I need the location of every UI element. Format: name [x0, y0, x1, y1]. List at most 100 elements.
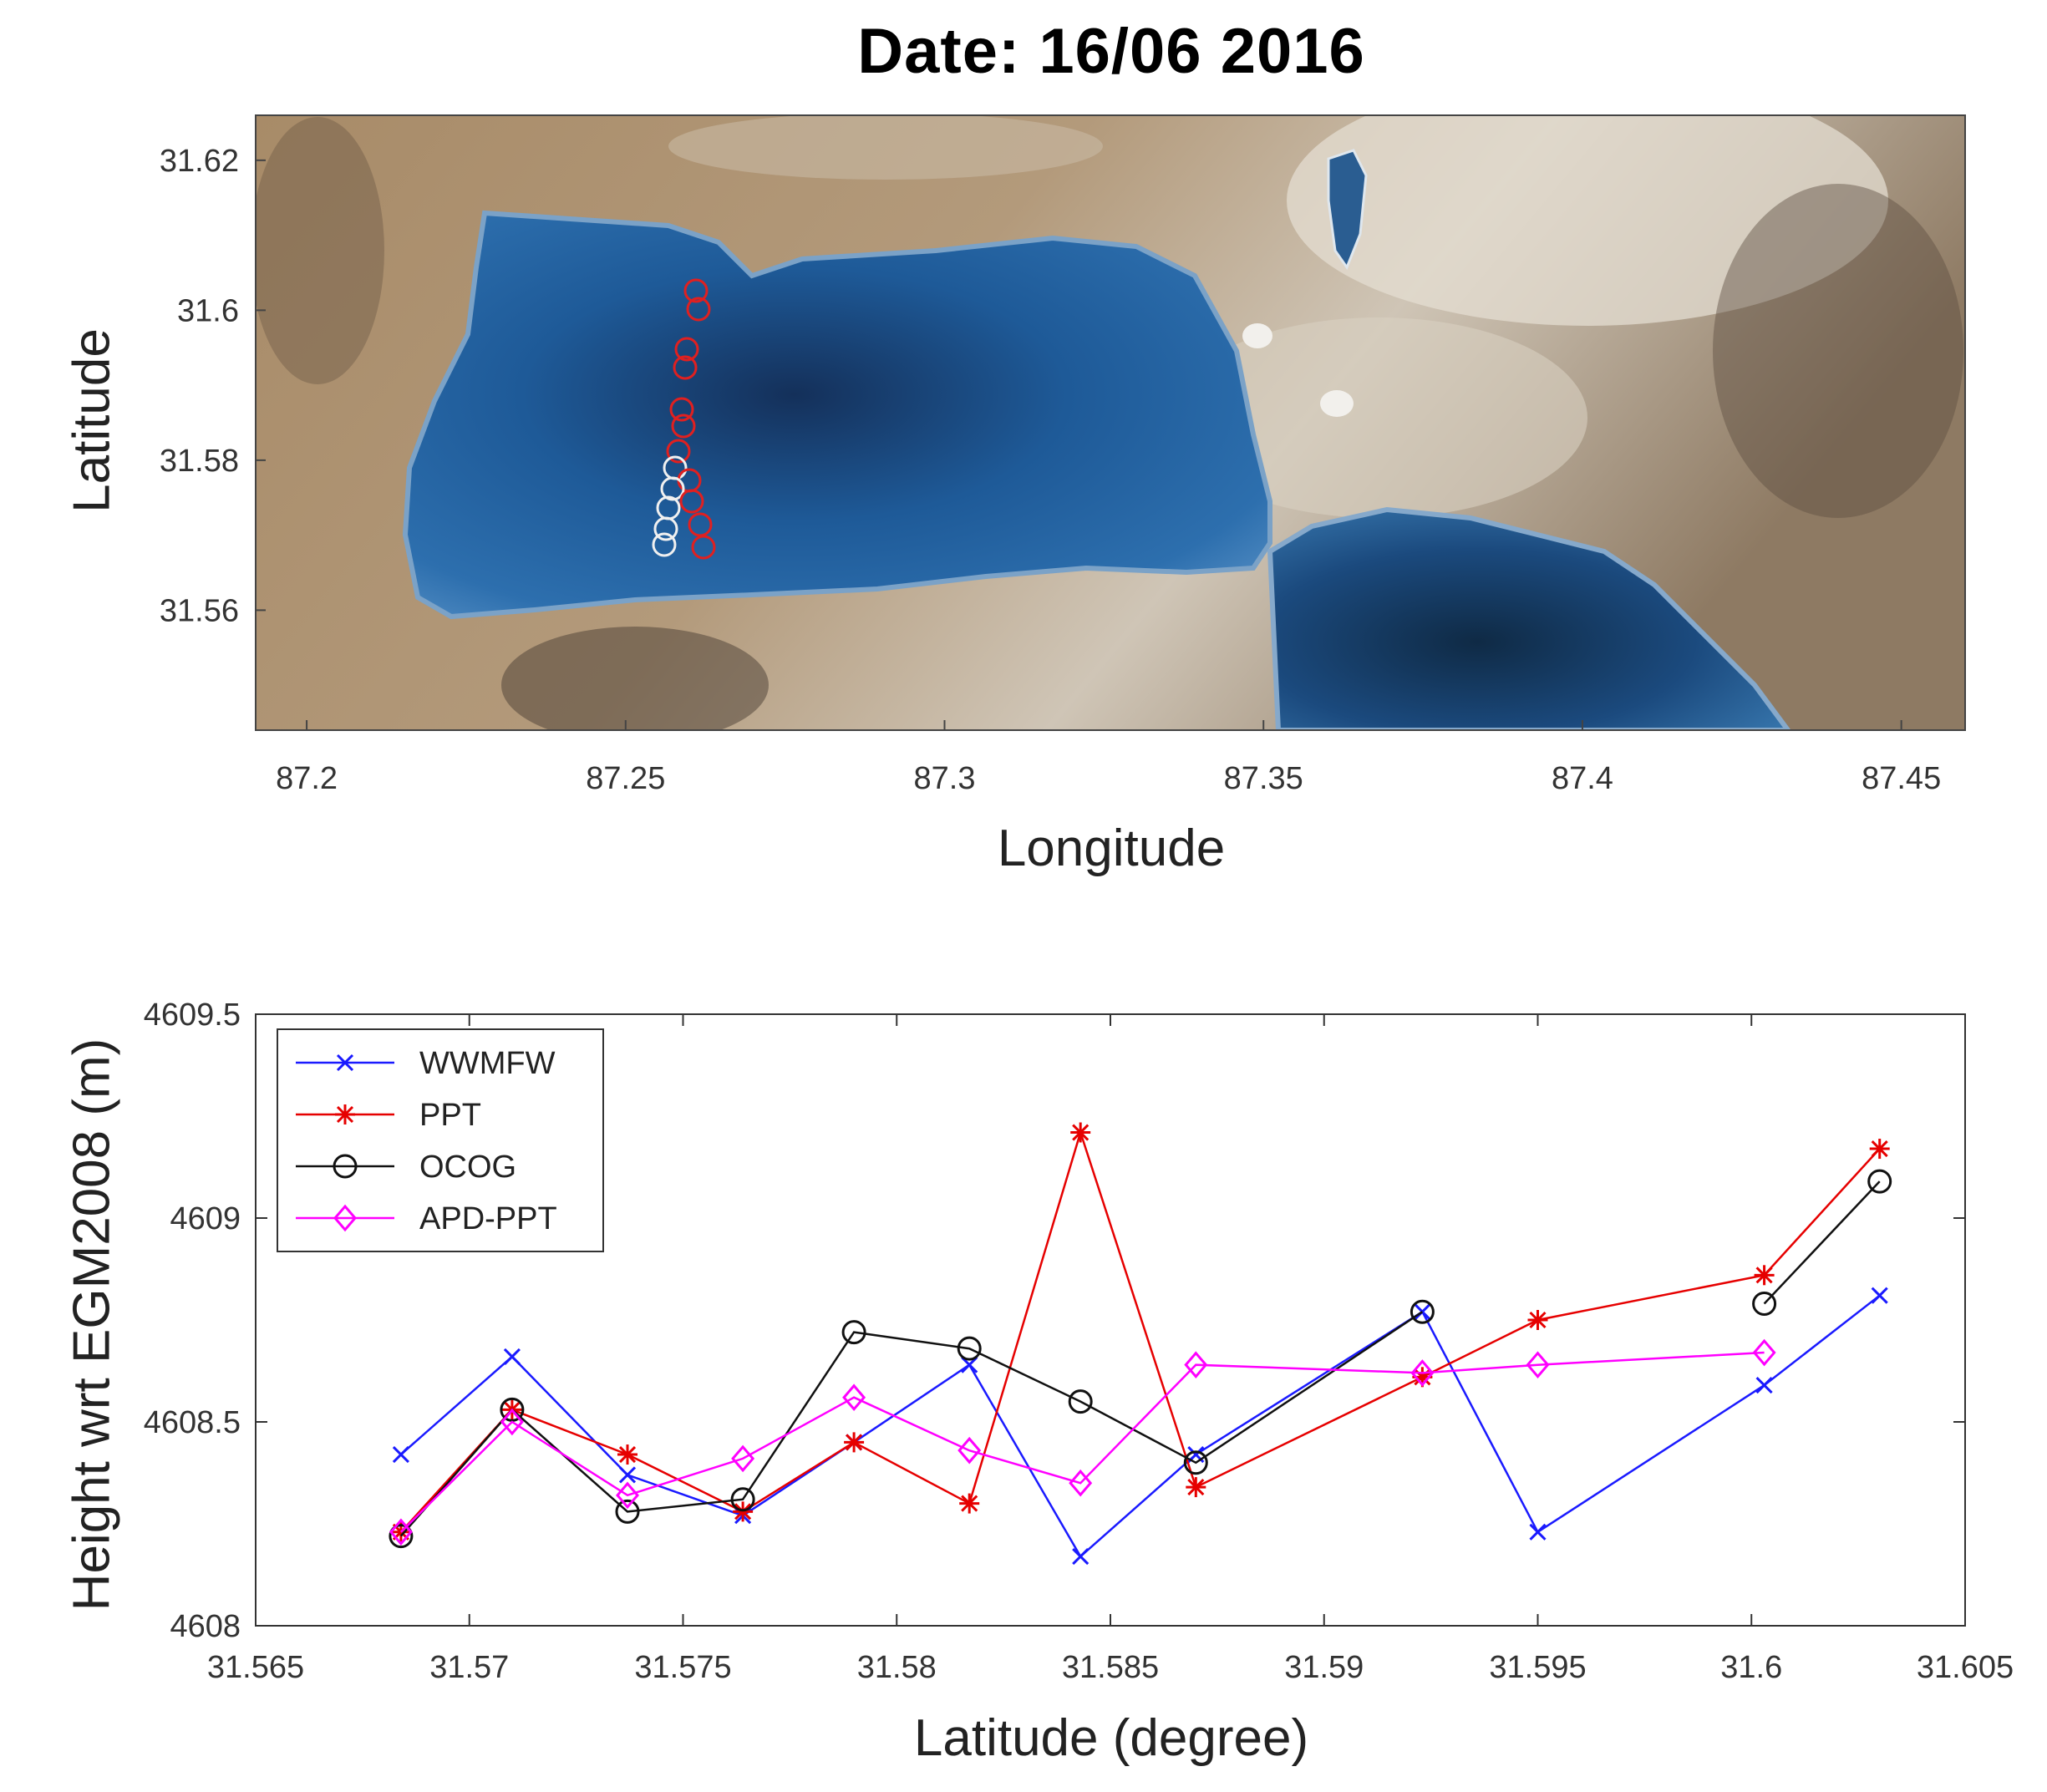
- data-point: [1070, 1122, 1091, 1143]
- series-line: [400, 1294, 1881, 1558]
- data-point: [957, 1336, 982, 1361]
- data-point: [1183, 1450, 1208, 1475]
- legend-entry: WWMFW: [296, 1046, 556, 1081]
- chart-xtick-label: 31.57: [429, 1650, 509, 1685]
- chart-xtick-label: 31.58: [857, 1650, 937, 1685]
- data-point: [1410, 1299, 1435, 1324]
- chart-ylabel: Height wrt EGM2008 (m): [63, 1038, 121, 1612]
- legend-marker: [335, 1104, 355, 1124]
- map-ytick-label: 31.56: [160, 593, 239, 628]
- southeast-lake: [1267, 506, 1791, 730]
- data-point: [389, 1524, 414, 1549]
- legend-entry: OCOG: [296, 1150, 516, 1185]
- data-point: [1072, 1547, 1090, 1566]
- map-xtick-label: 87.35: [1224, 761, 1303, 796]
- data-point: [1068, 1389, 1093, 1414]
- satellite-image: [256, 115, 1965, 730]
- main-lake: [402, 210, 1272, 620]
- track-marker: [688, 512, 713, 537]
- data-point: [1867, 1169, 1892, 1194]
- chart-xtick-label: 31.6: [1720, 1650, 1782, 1685]
- map-xlabel: Longitude: [997, 820, 1226, 877]
- map-ytick-label: 31.6: [177, 293, 239, 328]
- data-point: [842, 1383, 866, 1412]
- chart-ytick-label: 4609: [170, 1201, 241, 1236]
- series-line: [1763, 1180, 1881, 1305]
- legend-entry: PPT: [296, 1098, 481, 1133]
- chart-ytick-label: 4609.5: [144, 998, 241, 1033]
- series-ocog: [389, 1169, 1892, 1549]
- chart-xlabel: Latitude (degree): [913, 1709, 1309, 1767]
- track-marker: [674, 337, 699, 362]
- data-point: [1755, 1377, 1773, 1394]
- legend-box: [277, 1028, 604, 1252]
- legend-label: OCOG: [419, 1150, 516, 1185]
- map-ytick-label: 31.62: [160, 144, 239, 179]
- data-point: [618, 1466, 637, 1484]
- map-xtick-label: 87.45: [1862, 761, 1941, 796]
- chart-xtick-label: 31.595: [1489, 1650, 1586, 1685]
- legend-marker: [333, 1204, 357, 1232]
- data-point: [1410, 1359, 1435, 1387]
- series-line: [399, 1311, 1424, 1537]
- data-point: [731, 1444, 755, 1473]
- chart-xtick-label: 31.565: [207, 1650, 304, 1685]
- data-point: [1754, 1265, 1775, 1286]
- track-marker: [669, 397, 694, 422]
- data-point: [1186, 1477, 1206, 1498]
- data-point: [1184, 1351, 1208, 1378]
- legend-entry: APD-PPT: [296, 1201, 557, 1236]
- data-point: [959, 1493, 980, 1514]
- track-marker: [673, 355, 698, 380]
- data-point: [733, 1501, 754, 1522]
- map-xtick-label: 87.4: [1552, 761, 1613, 796]
- map-xtick-label: 87.3: [914, 761, 976, 796]
- series-line: [400, 1351, 1765, 1533]
- chart-xtick-label: 31.585: [1062, 1650, 1159, 1685]
- map-panel: 87.2 87.25 87.3 87.35 87.4 87.45 31.56 31.58 31.…: [160, 114, 1966, 796]
- map-ylabel: Latitude: [63, 328, 121, 513]
- data-point: [1869, 1139, 1890, 1160]
- data-point: [844, 1432, 865, 1453]
- legend-marker: [336, 1053, 354, 1072]
- track-marker: [653, 516, 678, 541]
- track-marker: [666, 439, 691, 464]
- legend-marker: [333, 1154, 358, 1179]
- map-frame: [255, 114, 1966, 731]
- data-point: [615, 1499, 640, 1524]
- track-marker: [652, 532, 677, 557]
- data-point: [1526, 1351, 1550, 1378]
- data-point: [1527, 1310, 1548, 1330]
- legend-label: WWMFW: [419, 1046, 556, 1081]
- map-xtick-label: 87.2: [276, 761, 338, 796]
- data-point: [1529, 1523, 1547, 1541]
- map-xtick-label: 87.25: [586, 761, 665, 796]
- data-point: [1871, 1287, 1888, 1304]
- chart-ytick-label: 4608.5: [144, 1405, 241, 1440]
- chart-xtick-label: 31.59: [1284, 1650, 1364, 1685]
- data-point: [961, 1356, 978, 1373]
- track-marker: [660, 476, 685, 501]
- legend-label: PPT: [419, 1098, 481, 1133]
- series-apd-ppt: [389, 1338, 1776, 1546]
- data-point: [957, 1436, 982, 1465]
- satellite-track-markers: [652, 278, 716, 560]
- data-point: [500, 1408, 524, 1436]
- track-marker: [691, 535, 716, 560]
- series-line: [399, 1129, 1881, 1533]
- chart-xtick-label: 31.575: [634, 1650, 731, 1685]
- chart-ytick-label: 4608: [170, 1609, 241, 1644]
- data-point: [1752, 1291, 1777, 1316]
- height-chart: 31.565 31.57 31.575 31.58 31.585 31.59 31.595 3…: [144, 998, 2014, 1685]
- chart-legend: WWMFW PPT OCOG APD-PPT: [277, 1028, 604, 1252]
- chart-xtick-label: 31.605: [1917, 1650, 2014, 1685]
- data-point: [392, 1445, 409, 1464]
- track-marker: [683, 278, 709, 303]
- data-point: [616, 1481, 639, 1510]
- chart-series: [389, 1122, 1892, 1566]
- map-ticks: 87.2 87.25 87.3 87.35 87.4 87.45 31.56 31.58 31.…: [160, 144, 1941, 796]
- data-point: [730, 1487, 755, 1512]
- data-point: [500, 1397, 525, 1422]
- map-ytick-label: 31.58: [160, 444, 239, 479]
- legend-label: APD-PPT: [419, 1201, 557, 1236]
